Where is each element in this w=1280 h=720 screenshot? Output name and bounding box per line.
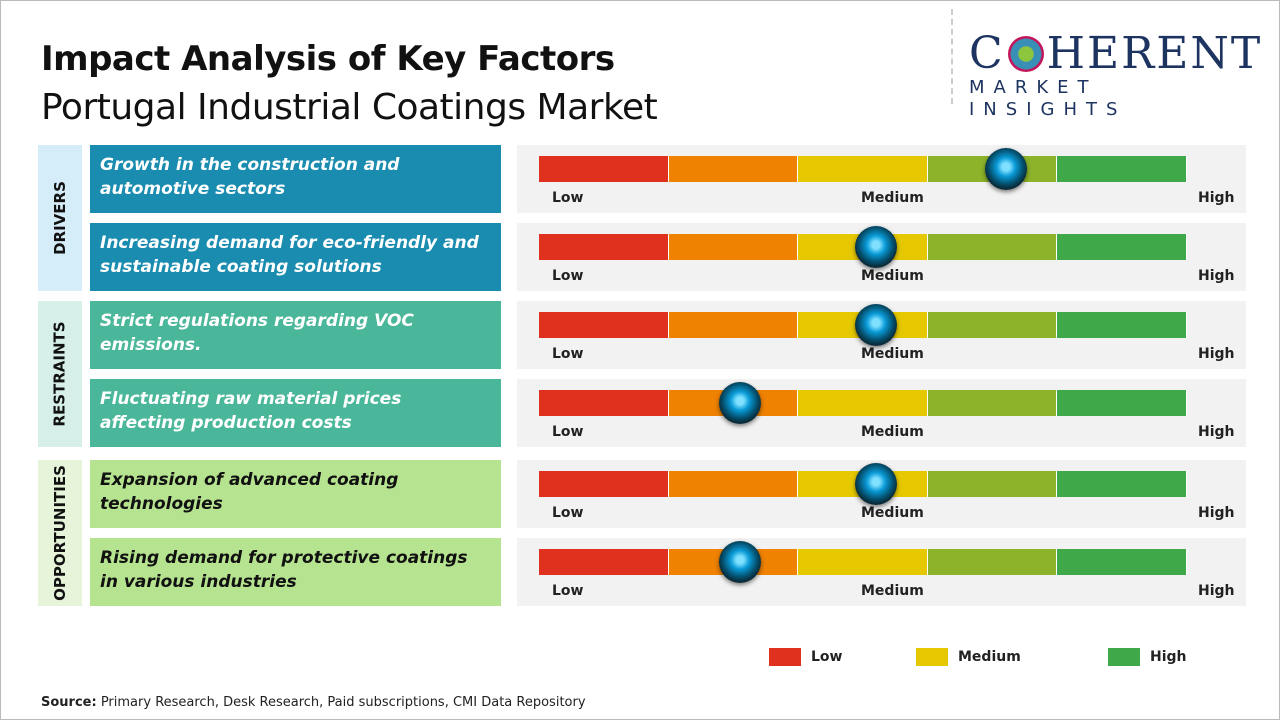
scale-medium-label: Medium (861, 190, 924, 206)
company-logo: C HERENT MARKET INSIGHTS (969, 31, 1264, 121)
scale-segment (668, 234, 799, 260)
legend-swatch (769, 648, 801, 666)
scale-low-label: Low (552, 190, 584, 206)
scale-segment (1057, 234, 1187, 260)
impact-scale: Low Medium High (517, 538, 1246, 606)
logo-divider (951, 9, 953, 104)
scale-segment (927, 471, 1058, 497)
scale-medium-label: Medium (861, 268, 924, 284)
scale-medium-label: Medium (861, 583, 924, 599)
scale-segment (539, 549, 669, 575)
scale-bar (539, 471, 1187, 497)
logo-letter: C (969, 28, 1005, 79)
logo-subtitle: MARKET INSIGHTS (969, 77, 1127, 120)
scale-segment (927, 234, 1058, 260)
source-text: Primary Research, Desk Research, Paid su… (96, 695, 586, 710)
scale-medium-label: Medium (861, 505, 924, 521)
impact-scale: Low Medium High (517, 460, 1246, 528)
scale-segment (927, 312, 1058, 338)
scale-high-label: High (1198, 346, 1235, 362)
scale-segment (1057, 390, 1187, 416)
legend-medium: Medium (916, 648, 1021, 666)
scale-segment (798, 549, 928, 575)
impact-indicator-knob (718, 382, 761, 424)
factor-box: Growth in the construction and automotiv… (90, 145, 501, 213)
scale-segment (798, 156, 928, 182)
scale-segment (539, 471, 669, 497)
scale-high-label: High (1198, 190, 1235, 206)
impact-indicator-knob (854, 463, 897, 505)
scale-segment (668, 312, 799, 338)
factor-box: Rising demand for protective coatings in… (90, 538, 501, 606)
scale-medium-label: Medium (861, 424, 924, 440)
impact-indicator-knob (984, 148, 1027, 190)
page-subtitle: Portugal Industrial Coatings Market (41, 87, 658, 128)
legend-label: Low (811, 649, 843, 665)
scale-segment (539, 390, 669, 416)
legend-label: Medium (958, 649, 1021, 665)
impact-indicator-knob (854, 226, 897, 268)
scale-segment (1057, 156, 1187, 182)
scale-segment (1057, 549, 1187, 575)
legend-low: Low (769, 648, 842, 666)
impact-scale: Low Medium High (517, 145, 1246, 213)
scale-segment (668, 471, 799, 497)
scale-segment (1057, 471, 1187, 497)
impact-indicator-knob (854, 304, 897, 346)
legend-swatch (1108, 648, 1140, 666)
scale-low-label: Low (552, 346, 584, 362)
group-label-text: OPPORTUNITIES (51, 465, 69, 601)
group-label-text: DRIVERS (51, 181, 70, 255)
scale-segment (539, 156, 669, 182)
source-label: Source: (41, 695, 97, 710)
scale-segment (927, 390, 1058, 416)
factor-box: Strict regulations regarding VOC emissio… (90, 301, 501, 369)
scale-segment (1057, 312, 1187, 338)
scale-low-label: Low (552, 583, 584, 599)
impact-indicator-knob (718, 541, 761, 583)
scale-bar (539, 390, 1187, 416)
scale-segment (798, 390, 928, 416)
logo-word: HERENT (1046, 28, 1263, 79)
scale-segment (927, 549, 1058, 575)
group-label-text: RESTRAINTS (51, 321, 70, 427)
impact-scale: Low Medium High (517, 223, 1246, 291)
group-label-restraints: RESTRAINTS (38, 301, 82, 447)
globe-icon (1007, 36, 1044, 72)
scale-low-label: Low (552, 268, 584, 284)
factor-box: Fluctuating raw material prices affectin… (90, 379, 501, 447)
factor-box: Expansion of advanced coating technologi… (90, 460, 501, 528)
legend-swatch (916, 648, 948, 666)
source-note: Source: Primary Research, Desk Research,… (41, 695, 586, 710)
impact-scale: Low Medium High (517, 379, 1246, 447)
legend-label: High (1150, 649, 1187, 665)
scale-bar (539, 312, 1187, 338)
scale-bar (539, 549, 1187, 575)
scale-low-label: Low (552, 505, 584, 521)
scale-high-label: High (1198, 424, 1235, 440)
impact-scale: Low Medium High (517, 301, 1246, 369)
factor-box: Increasing demand for eco-friendly and s… (90, 223, 501, 291)
scale-high-label: High (1198, 583, 1235, 599)
page-title: Impact Analysis of Key Factors (41, 39, 615, 79)
scale-high-label: High (1198, 268, 1235, 284)
scale-low-label: Low (552, 424, 584, 440)
legend-high: High (1108, 648, 1187, 666)
scale-medium-label: Medium (861, 346, 924, 362)
scale-bar (539, 156, 1187, 182)
group-label-drivers: DRIVERS (38, 145, 82, 291)
scale-segment (539, 312, 669, 338)
scale-high-label: High (1198, 505, 1235, 521)
scale-segment (539, 234, 669, 260)
group-label-opportunities: OPPORTUNITIES (38, 460, 82, 606)
scale-segment (668, 156, 799, 182)
